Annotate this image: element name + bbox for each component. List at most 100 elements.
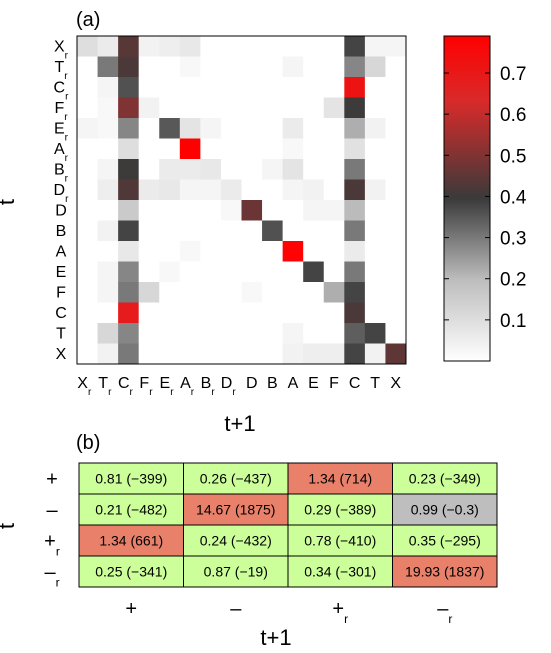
- heatmap-cell: [303, 282, 325, 303]
- table-col-label-text: –: [437, 598, 449, 620]
- heatmap-col-label: Br: [201, 375, 216, 398]
- table-y-axis-label: t: [0, 523, 19, 529]
- heatmap-cell: [77, 118, 98, 139]
- heatmap-cell: [179, 323, 201, 344]
- heatmap-cell: [241, 159, 263, 180]
- heatmap-col-label-subscript: r: [88, 387, 92, 398]
- heatmap-cell: [344, 220, 366, 242]
- heatmap-cell: [385, 36, 407, 57]
- heatmap-row-label: F: [56, 284, 66, 301]
- heatmap-cell: [200, 118, 222, 139]
- heatmap-cell: [385, 97, 407, 119]
- heatmap-cell: [323, 159, 345, 180]
- heatmap-col-label: A: [288, 375, 299, 392]
- heatmap-cell: [220, 36, 242, 57]
- heatmap-cells: [77, 36, 407, 365]
- colorbar-tick-label: 0.5: [500, 146, 526, 167]
- heatmap-cell: [97, 36, 119, 57]
- heatmap-cell: [118, 56, 140, 78]
- heatmap-cell: [138, 159, 160, 180]
- heatmap-cell: [97, 282, 119, 303]
- heatmap-cell: [344, 138, 366, 160]
- heatmap-row-label-subscript: r: [65, 132, 69, 143]
- heatmap-cell: [323, 56, 345, 78]
- table-cell: [392, 493, 498, 526]
- table-cell-text: 0.29 (−389): [304, 502, 376, 518]
- heatmap-row-label: Er: [54, 120, 69, 143]
- heatmap-cell: [179, 97, 201, 119]
- heatmap-cell: [200, 36, 222, 57]
- heatmap-cell: [303, 302, 325, 324]
- heatmap-col-label-text: C: [118, 375, 130, 392]
- heatmap-cell: [159, 159, 181, 180]
- table-row-label-text: +: [44, 531, 56, 553]
- heatmap-cell: [138, 323, 160, 344]
- heatmap-cell: [77, 220, 98, 242]
- heatmap-row-label-subscript: r: [65, 50, 69, 61]
- heatmap-cell: [159, 97, 181, 119]
- heatmap-col-label-text: F: [329, 375, 339, 392]
- heatmap-cell: [344, 302, 366, 324]
- heatmap-row-label: D: [55, 202, 67, 219]
- heatmap-cell: [118, 159, 140, 180]
- heatmap-cell: [344, 200, 366, 221]
- heatmap-cell: [241, 138, 263, 160]
- heatmap-cell: [344, 97, 366, 119]
- heatmap-cell: [220, 200, 242, 221]
- heatmap-cell: [77, 77, 98, 98]
- table-cell-text: 0.34 (−301): [304, 564, 376, 580]
- heatmap-col-label-text: D: [246, 375, 258, 392]
- heatmap-cell: [179, 118, 201, 139]
- heatmap-cell: [97, 97, 119, 119]
- table-cell-text: 0.87 (−19): [204, 564, 268, 580]
- heatmap-cell: [241, 261, 263, 283]
- heatmap-cell: [364, 220, 386, 242]
- table-row-label: –r: [44, 562, 59, 590]
- heatmap-col-label: Tr: [98, 375, 112, 398]
- panel-b: (b) t t+1 0.81 (−399) 0.26 (−437) 1.34 (71…: [0, 432, 498, 650]
- heatmap-cell: [241, 241, 263, 262]
- heatmap-cell: [282, 138, 304, 160]
- heatmap-row-label: Cr: [54, 79, 70, 102]
- heatmap-cell: [344, 179, 366, 201]
- colorbar-ticks: 0.1 0.2 0.3 0.4 0.5 0.6 0.7: [444, 64, 527, 332]
- heatmap-cell: [179, 36, 201, 57]
- heatmap-cell: [282, 282, 304, 303]
- heatmap-cell: [323, 36, 345, 57]
- heatmap-cell: [262, 220, 284, 242]
- table-cell-text: 0.99 (−0.3): [411, 502, 479, 518]
- table-col-label-subscript: r: [448, 612, 452, 626]
- heatmap-cell: [262, 159, 284, 180]
- heatmap-cell: [77, 200, 98, 221]
- heatmap-cell: [385, 220, 407, 242]
- heatmap-cell: [77, 159, 98, 180]
- table-cell-text: 0.24 (−432): [200, 533, 272, 549]
- heatmap-cell: [385, 77, 407, 98]
- heatmap-cell: [344, 261, 366, 283]
- table-cell: [78, 524, 184, 557]
- table-cell: [287, 555, 393, 588]
- heatmap-col-label-subscript: r: [130, 387, 134, 398]
- heatmap-cell: [262, 302, 284, 324]
- heatmap-row-label-subscript: r: [65, 91, 69, 102]
- heatmap-cell: [385, 159, 407, 180]
- heatmap-cell: [97, 302, 119, 324]
- heatmap-cell: [77, 36, 98, 57]
- heatmap-cell: [303, 97, 325, 119]
- heatmap-cell: [220, 118, 242, 139]
- heatmap-cell: [303, 179, 325, 201]
- table-col-label: +r: [332, 598, 348, 626]
- heatmap-cell: [220, 343, 242, 365]
- heatmap-row-label: Tr: [54, 59, 68, 82]
- heatmap-cell: [241, 56, 263, 78]
- heatmap-row-label-text: X: [56, 346, 67, 363]
- table-col-label: +: [125, 598, 137, 620]
- heatmap-cell: [323, 200, 345, 221]
- heatmap-cell: [77, 97, 98, 119]
- heatmap-cell: [262, 77, 284, 98]
- heatmap-cell: [364, 179, 386, 201]
- heatmap-cell: [303, 343, 325, 365]
- heatmap-cell: [138, 138, 160, 160]
- table-cell-text: 0.26 (−437): [200, 471, 272, 487]
